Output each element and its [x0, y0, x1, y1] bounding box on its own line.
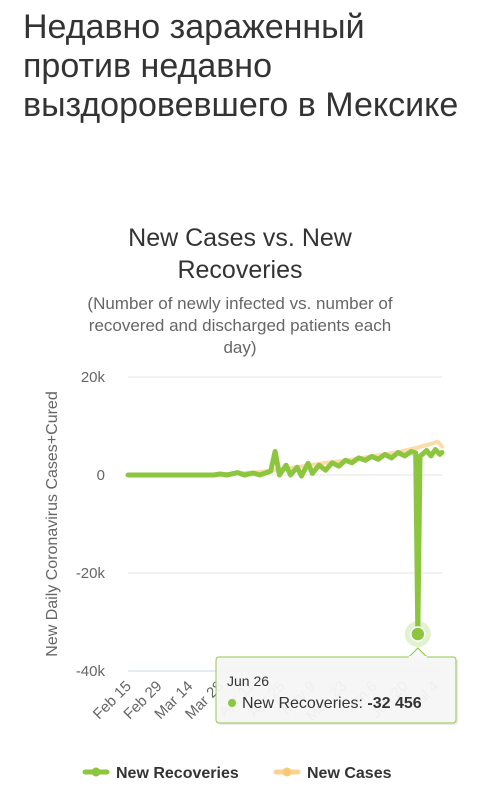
tooltip-series-dot [228, 699, 236, 707]
legend-label: New Recoveries [116, 765, 239, 782]
chart-title: New Cases vs. New Recoveries [128, 224, 353, 284]
legend[interactable]: New Recoveries New Cases [82, 765, 392, 782]
tooltip-box [215, 656, 457, 724]
tooltip-date: Jun 26 [227, 673, 269, 689]
chart-canvas: New Cases vs. New Recoveries (Number of n… [44, 224, 458, 782]
y-tick-label: -40k [76, 663, 106, 680]
chart-title-line: Recoveries [177, 256, 302, 284]
chart-subtitle-line: recovered and discharged patients each [89, 316, 391, 335]
series-line-new-recoveries [125, 447, 445, 637]
marker-point [410, 626, 426, 642]
page-heading: Недавно зараженный против недавно выздор… [23, 8, 459, 124]
y-axis-title: New Daily Coronavirus Cases+Cured [44, 391, 61, 656]
legend-marker [282, 767, 292, 777]
tooltip-pointer-mask [408, 656, 427, 659]
chart-subtitle-line: day) [223, 338, 256, 357]
y-tick-label: -20k [76, 565, 106, 582]
tooltip-text: New Recoveries: -32 456 [242, 695, 422, 712]
y-axis-title-text: New Daily Coronavirus Cases+Cured [44, 391, 61, 656]
tooltip-value: -32 456 [367, 695, 421, 712]
chart-subtitle-line: (Number of newly infected vs. number of [87, 294, 392, 313]
series-lines [125, 439, 445, 637]
tooltip-series-label: New Recoveries: [242, 695, 367, 712]
hover-marker [404, 621, 431, 648]
legend-label: New Cases [307, 765, 392, 782]
y-axis-ticks: 20k 0 -20k -40k [76, 369, 106, 680]
gridlines [128, 376, 442, 672]
chart-title-line: New Cases vs. New [128, 224, 353, 252]
chart: New Cases vs. New Recoveries (Number of n… [0, 200, 480, 799]
tooltip: Jun 26 New Recoveries: -32 456 [215, 647, 458, 725]
y-tick-label: 0 [97, 467, 105, 484]
chart-subtitle: (Number of newly infected vs. number of r… [87, 294, 392, 357]
y-tick-label: 20k [81, 369, 106, 386]
legend-item-new-cases[interactable]: New Cases [273, 765, 392, 782]
legend-item-new-recoveries[interactable]: New Recoveries [82, 765, 239, 782]
legend-marker [91, 767, 101, 777]
